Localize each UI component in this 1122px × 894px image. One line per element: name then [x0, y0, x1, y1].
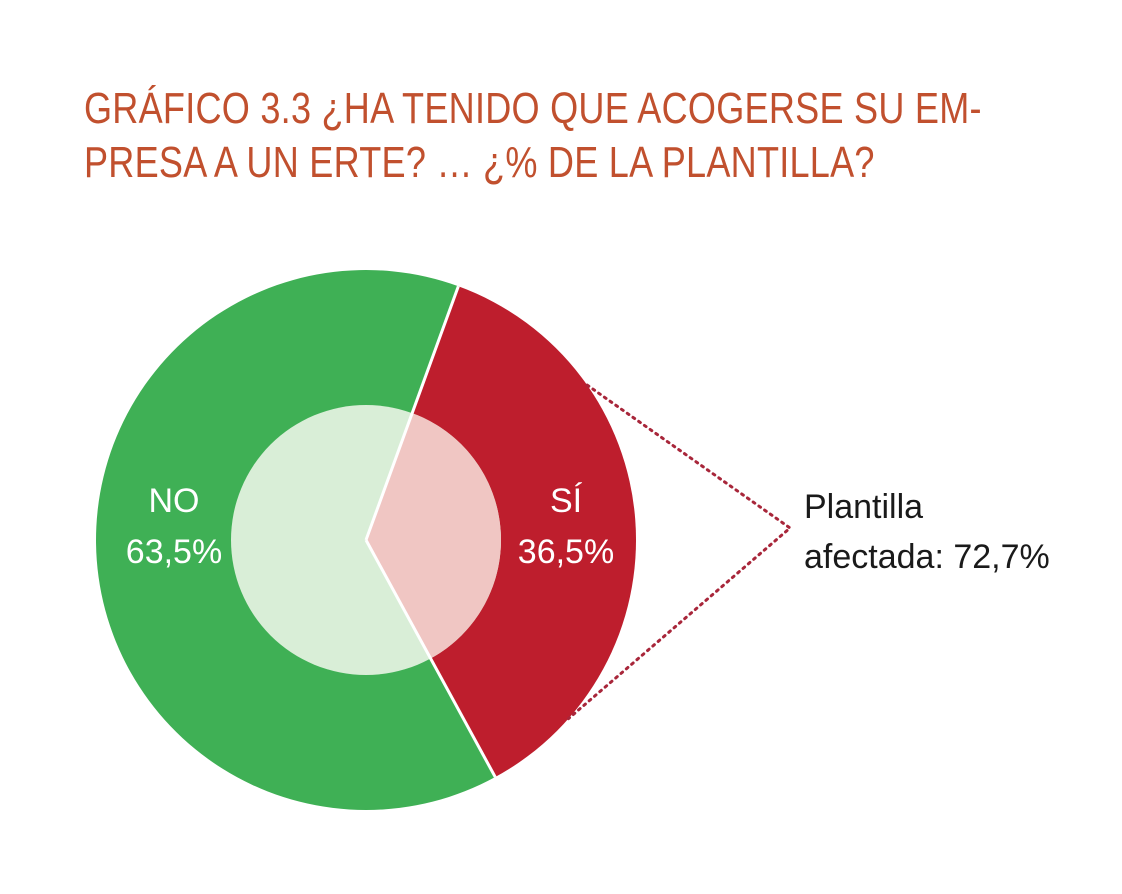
inner-slice-si-affected: [366, 413, 502, 659]
slice-label-si-name: SÍ: [550, 482, 583, 520]
slice-label-si-value: 36,5%: [518, 533, 614, 571]
chart-title-line-1: GRÁFICO 3.3 ¿HA TENIDO QUE ACOGERSE SU E…: [84, 84, 982, 133]
annotation-text-line-2: afectada: 72,7%: [804, 538, 1050, 576]
annotation-text-line-1: Plantilla: [804, 488, 923, 526]
slice-boundary-top: [364, 285, 460, 541]
annotation-connector-lines: [567, 383, 793, 721]
chart-title-line-2: PRESA A UN ERTE? … ¿% DE LA PLANTILLA?: [84, 138, 875, 187]
slice-boundary-bottom: [364, 539, 497, 778]
slice-label-no-value: 63,5%: [126, 533, 222, 571]
slice-label-no-name: NO: [149, 482, 200, 520]
